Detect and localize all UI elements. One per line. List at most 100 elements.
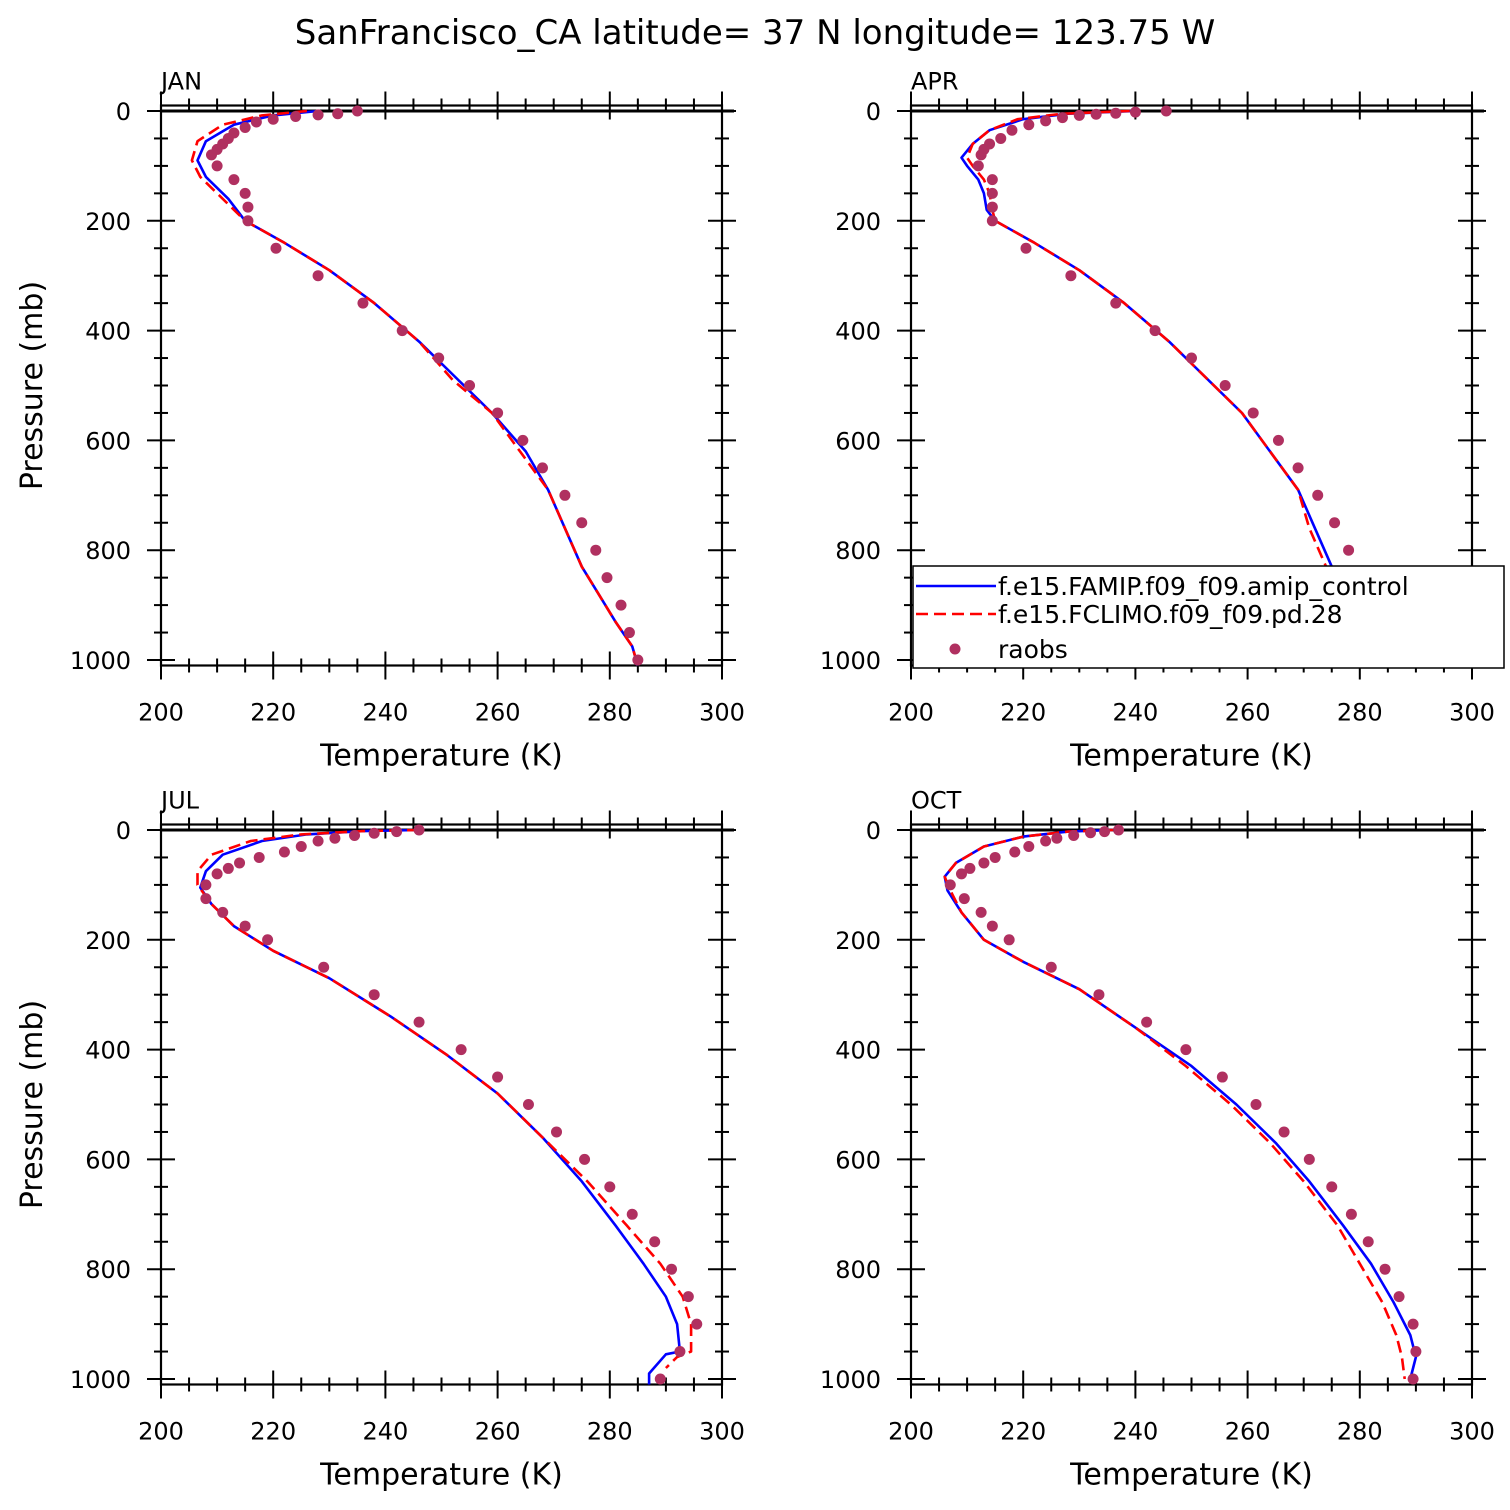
raobs-point — [1006, 124, 1018, 136]
raobs-point — [944, 879, 956, 891]
raobs-point — [1345, 1208, 1357, 1220]
raobs-point — [649, 1236, 661, 1248]
y-tick-label: 200 — [85, 208, 131, 236]
series-raobs — [944, 824, 1422, 1385]
raobs-point — [989, 851, 1001, 863]
raobs-point — [234, 857, 246, 869]
raobs-point — [1326, 1181, 1338, 1193]
y-tick-label: 200 — [85, 927, 131, 955]
raobs-point — [1020, 242, 1032, 254]
raobs-point — [986, 187, 998, 199]
raobs-point — [975, 149, 987, 161]
y-tick-label: 1000 — [820, 647, 881, 675]
figure-title: SanFrancisco_CA latitude= 37 N longitude… — [295, 13, 1216, 53]
raobs-point — [978, 857, 990, 869]
x-tick-label: 240 — [362, 698, 408, 726]
x-tick-label: 220 — [250, 1417, 296, 1445]
raobs-point — [536, 462, 548, 474]
series-fclimo-line — [190, 109, 640, 666]
raobs-point — [1186, 352, 1197, 364]
raobs-point — [1040, 835, 1052, 847]
raobs-point — [1272, 434, 1284, 446]
panel-label: JUL — [159, 787, 200, 815]
legend: f.e15.FAMIP.f09_f09.amip_controlf.e15.FC… — [912, 565, 1505, 669]
raobs-point — [1343, 544, 1355, 556]
raobs-point — [590, 544, 602, 556]
legend-label: raobs — [998, 635, 1068, 664]
raobs-point — [217, 906, 229, 918]
raobs-point — [1278, 1126, 1290, 1138]
raobs-point — [312, 270, 324, 282]
raobs-point — [242, 201, 254, 213]
y-tick-label: 600 — [835, 1146, 881, 1174]
y-tick-label: 1000 — [70, 1366, 131, 1394]
raobs-point — [222, 862, 234, 874]
raobs-point — [1312, 489, 1324, 501]
y-tick-label: 600 — [85, 1146, 131, 1174]
raobs-point — [312, 109, 324, 121]
raobs-point — [200, 879, 212, 891]
raobs-point — [368, 989, 380, 1001]
raobs-point — [615, 599, 627, 611]
x-axis-label: Temperature (K) — [319, 1457, 563, 1492]
x-tick-label: 220 — [1000, 1417, 1046, 1445]
raobs-point — [986, 920, 998, 932]
y-tick-label: 400 — [85, 1037, 131, 1065]
y-axis-label: Pressure (mb) — [15, 1000, 50, 1209]
y-tick-label: 400 — [835, 1037, 881, 1065]
x-axis-label: Temperature (K) — [1069, 1457, 1313, 1492]
legend-box — [912, 565, 1505, 669]
raobs-point — [1073, 109, 1085, 121]
raobs-point — [1160, 105, 1172, 117]
raobs-point — [278, 846, 290, 858]
raobs-point — [964, 862, 976, 874]
raobs-point — [1040, 115, 1052, 127]
raobs-point — [351, 105, 363, 117]
raobs-point — [1068, 829, 1080, 841]
x-tick-label: 200 — [888, 698, 934, 726]
x-tick-label: 200 — [138, 698, 184, 726]
raobs-point — [1023, 119, 1035, 131]
legend-label: f.e15.FAMIP.f09_f09.amip_control — [998, 572, 1409, 601]
raobs-point — [1407, 1318, 1419, 1330]
x-axis-label: Temperature (K) — [1069, 738, 1313, 773]
raobs-point — [972, 160, 984, 172]
raobs-point — [1056, 112, 1068, 124]
y-tick-label: 600 — [85, 427, 131, 455]
plot-frame — [159, 823, 724, 1386]
raobs-point — [632, 654, 644, 666]
y-tick-label: 0 — [116, 98, 131, 126]
series-fclimo-line — [943, 828, 1406, 1380]
raobs-point — [955, 868, 967, 880]
raobs-point — [267, 113, 279, 125]
x-tick-label: 280 — [1337, 698, 1383, 726]
raobs-point — [413, 1016, 425, 1028]
legend-label: f.e15.FCLIMO.f09_f09.pd.28 — [998, 600, 1343, 629]
raobs-point — [666, 1263, 678, 1275]
raobs-point — [250, 116, 262, 128]
raobs-point — [1065, 270, 1077, 282]
raobs-point — [1141, 1016, 1153, 1028]
raobs-point — [1045, 961, 1057, 973]
raobs-point — [626, 1208, 638, 1220]
raobs-point — [654, 1373, 666, 1385]
raobs-point — [623, 627, 635, 639]
raobs-point — [1407, 1373, 1419, 1385]
raobs-point — [1149, 325, 1161, 337]
raobs-point — [1393, 1291, 1405, 1303]
raobs-point — [1180, 1044, 1192, 1056]
raobs-point — [205, 149, 217, 161]
raobs-point — [253, 851, 265, 863]
x-tick-label: 260 — [1225, 1417, 1271, 1445]
raobs-point — [522, 1099, 534, 1110]
raobs-point — [228, 174, 240, 186]
raobs-point — [357, 297, 369, 309]
x-tick-label: 200 — [138, 1417, 184, 1445]
legend-marker-raobs — [949, 643, 961, 655]
raobs-point — [413, 824, 425, 836]
raobs-point — [1113, 824, 1125, 836]
raobs-point — [270, 242, 282, 254]
